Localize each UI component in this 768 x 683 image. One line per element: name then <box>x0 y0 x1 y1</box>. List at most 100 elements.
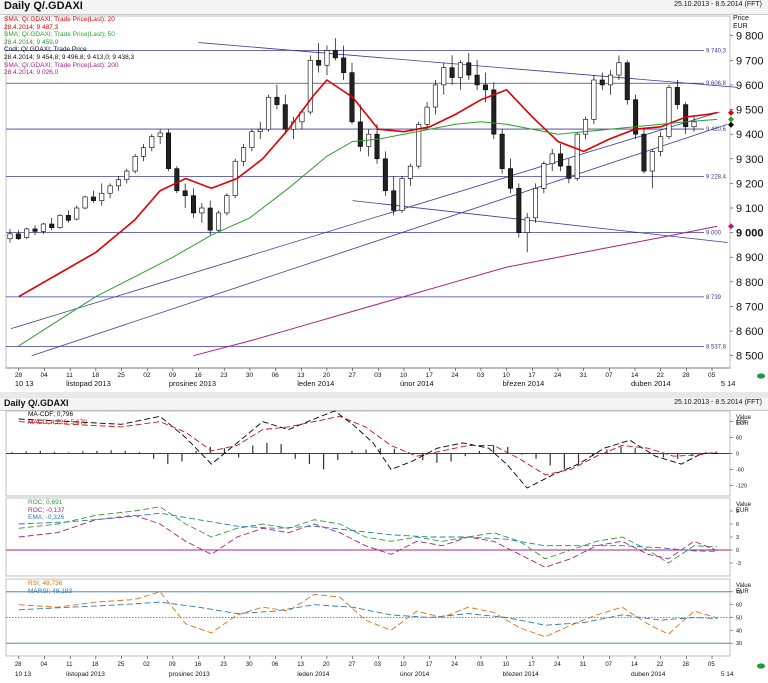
macd-tick-label: 120 <box>736 420 745 426</box>
bottom-x-tick-label: 24 <box>451 662 458 668</box>
candle-down <box>641 133 647 172</box>
x-tick-label: 04 <box>41 372 49 379</box>
x-month-label: 10 13 <box>15 379 34 388</box>
candle-up <box>99 192 105 201</box>
price-tick-label: 8 700 <box>736 301 764 313</box>
x-tick-label: 24 <box>451 372 459 379</box>
bottom-x-tick-label: 14 <box>631 662 638 668</box>
candle-up <box>149 136 155 148</box>
candle-up <box>124 170 130 180</box>
candle-up <box>457 62 463 78</box>
macd-series-line-1 <box>18 415 718 476</box>
candle-down <box>274 96 280 105</box>
main-chart-range: 25.10.2013 - 8.5.2014 (FFT) <box>674 1 762 8</box>
candle-up <box>115 179 121 187</box>
candle-up <box>224 195 230 214</box>
horizontal-level-label: 8 739 <box>706 295 722 301</box>
bottom-x-tick-label: 10 <box>503 662 510 668</box>
x-tick-label: 17 <box>426 372 434 379</box>
roc-tick-label: 0 <box>736 548 739 554</box>
bottom-x-tick-label: 27 <box>349 662 356 668</box>
candle-down <box>624 62 630 100</box>
candle-down <box>499 133 505 169</box>
roc-series-line-2 <box>18 512 718 552</box>
candle-down <box>566 165 572 179</box>
bottom-x-tick-label: 03 <box>477 662 484 668</box>
series-line-sma20 <box>18 78 718 298</box>
panel-separator[interactable] <box>0 392 768 398</box>
main-plot-area <box>5 15 731 369</box>
price-tick-label: 8 800 <box>736 277 764 289</box>
candle-down <box>491 89 497 135</box>
price-tick-label: 9 800 <box>736 31 764 43</box>
x-tick-label: 10 <box>400 372 408 379</box>
candle-down <box>282 104 288 130</box>
axis-marker <box>728 121 734 128</box>
candle-up <box>307 60 313 113</box>
axis-marker <box>728 109 734 116</box>
candle-up <box>24 228 30 238</box>
candle-down <box>382 158 388 192</box>
candle-down <box>332 50 338 59</box>
candle-up <box>441 67 447 86</box>
status-dot <box>757 663 765 669</box>
rsi-tick-label: 50 <box>736 616 742 622</box>
candle-down <box>357 121 363 147</box>
x-month-label: únor 2014 <box>400 379 434 388</box>
horizontal-level-label: 8 537,8 <box>706 344 727 350</box>
roc-tick-label: 9 <box>736 509 739 515</box>
bottom-x-tick-label: 11 <box>66 662 73 668</box>
x-month-label: listopad 2013 <box>66 379 111 388</box>
legend-sma200-name: SMA; Q/.GDAXI; Trade Price(Last); 200 <box>4 61 119 69</box>
bottom-x-month-label: 10 13 <box>15 671 32 678</box>
candle-down <box>474 74 480 86</box>
price-tick-label: 8 900 <box>736 252 764 264</box>
candle-up <box>74 207 80 220</box>
macd-tick-label: -120 <box>736 483 747 489</box>
candle-up <box>399 178 405 211</box>
x-tick-label: 11 <box>66 372 73 379</box>
candle-up <box>574 133 580 179</box>
candle-down <box>90 196 96 201</box>
candle-up <box>591 79 597 120</box>
candle-down <box>674 87 680 105</box>
candle-down <box>316 60 322 66</box>
candle-up <box>140 147 146 157</box>
price-tick-label: 9 100 <box>736 203 764 215</box>
candle-up <box>216 212 222 231</box>
legend-macdf: MA-CDF; 0,796 <box>28 411 74 418</box>
status-dot <box>757 373 765 379</box>
candle-up <box>40 223 46 232</box>
candle-up <box>7 233 13 240</box>
candle-up <box>132 156 138 172</box>
x-month-label: 5 14 <box>721 379 736 388</box>
x-tick-label: 03 <box>477 372 485 379</box>
series-line-sma50 <box>18 118 718 347</box>
price-tick-label: 9 400 <box>736 129 764 141</box>
roc-axis-title: Value <box>736 502 752 508</box>
candle-up <box>424 106 430 125</box>
candle-down <box>65 215 71 221</box>
candle-up <box>416 124 422 167</box>
rsi-axis-unit: EUR <box>736 589 749 595</box>
candle-down <box>341 57 347 73</box>
bottom-x-tick-label: 17 <box>426 662 433 668</box>
bottom-x-month-label: leden 2014 <box>297 671 330 678</box>
candle-up <box>407 165 413 179</box>
bottom-x-tick-label: 31 <box>580 662 587 668</box>
macd-tick-label: -60 <box>736 467 744 473</box>
bottom-x-tick-label: 05 <box>708 662 715 668</box>
x-tick-label: 13 <box>297 372 305 379</box>
x-tick-label: 27 <box>349 372 357 379</box>
candle-down <box>391 190 397 211</box>
candle-up <box>257 128 263 132</box>
candle-down <box>49 223 55 228</box>
bottom-x-tick-label: 09 <box>169 662 176 668</box>
trendline <box>352 200 728 243</box>
candle-up <box>608 74 614 86</box>
bottom-x-tick-label: 17 <box>528 662 535 668</box>
candle-down <box>32 228 38 232</box>
candle-down <box>207 207 213 231</box>
axis-marker <box>728 223 734 230</box>
